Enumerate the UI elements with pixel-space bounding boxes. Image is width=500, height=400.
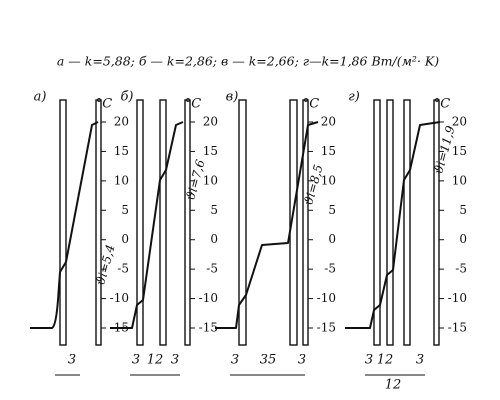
annotation: ϑi=5,4: [93, 243, 117, 287]
dimension-label: 3: [298, 353, 306, 368]
dimension-label: 12: [147, 353, 164, 368]
unit-label: °C: [303, 97, 320, 112]
tick-label: 10: [114, 173, 129, 187]
dimension-label: 12: [385, 378, 402, 393]
tick-label: 20: [203, 115, 218, 129]
dimension-label: 3: [231, 353, 239, 368]
tick-label: 0: [210, 232, 218, 246]
dimension-label: 3: [68, 353, 76, 368]
tick-label: -10: [199, 291, 218, 305]
unit-label: °C: [185, 97, 202, 112]
tick-label: -5: [455, 262, 467, 276]
dimension-label: 3: [132, 353, 140, 368]
tick-label: 5: [459, 203, 467, 217]
unit-label: °C: [434, 97, 451, 112]
tick-label: -5: [324, 262, 336, 276]
temperature-axis: [184, 99, 191, 346]
tick-label: 15: [203, 144, 218, 158]
tick-label: 15: [321, 144, 336, 158]
tick-label: 20: [452, 115, 467, 129]
tick-label: 5: [328, 203, 336, 217]
tick-label: 5: [121, 203, 129, 217]
tick-label: 0: [121, 232, 129, 246]
panel-label: б): [120, 90, 133, 105]
unit-label: °C: [96, 97, 113, 112]
dimension-label: 3: [171, 353, 179, 368]
temperature-axis: [433, 99, 440, 346]
temperature-axis: [302, 99, 309, 346]
tick-label: -15: [317, 321, 336, 335]
glazing: [59, 99, 411, 346]
tick-label: 10: [321, 173, 336, 187]
tick-label: 0: [459, 232, 467, 246]
tick-label: -15: [199, 321, 218, 335]
panel-label: г): [348, 90, 360, 105]
tick-label: -5: [206, 262, 218, 276]
tick-label: 15: [114, 144, 129, 158]
dimension-label: 3: [365, 353, 373, 368]
temperature-axis: [95, 99, 102, 346]
tick-label: 15: [452, 144, 467, 158]
tick-label: -15: [110, 321, 129, 335]
panel-label: в): [226, 90, 239, 105]
tick-label: -10: [448, 291, 467, 305]
dimension-label: 3: [416, 353, 424, 368]
panel-label: а): [34, 90, 47, 105]
tick-label: 20: [114, 115, 129, 129]
tick-label: 0: [328, 232, 336, 246]
dimension-label: 35: [260, 353, 277, 368]
tick-label: -5: [117, 262, 129, 276]
temperature-curves: [30, 121, 441, 329]
dimension-label: 12: [377, 353, 394, 368]
tick-label: -10: [317, 291, 336, 305]
tick-label: 10: [452, 173, 467, 187]
tick-label: 20: [321, 115, 336, 129]
tick-label: -10: [110, 291, 129, 305]
tick-label: -15: [448, 321, 467, 335]
caption: а — k=5,88; б — k=2,86; в — k=2,66; г—k=…: [57, 54, 439, 69]
tick-label: 10: [203, 173, 218, 187]
tick-label: 5: [210, 203, 218, 217]
